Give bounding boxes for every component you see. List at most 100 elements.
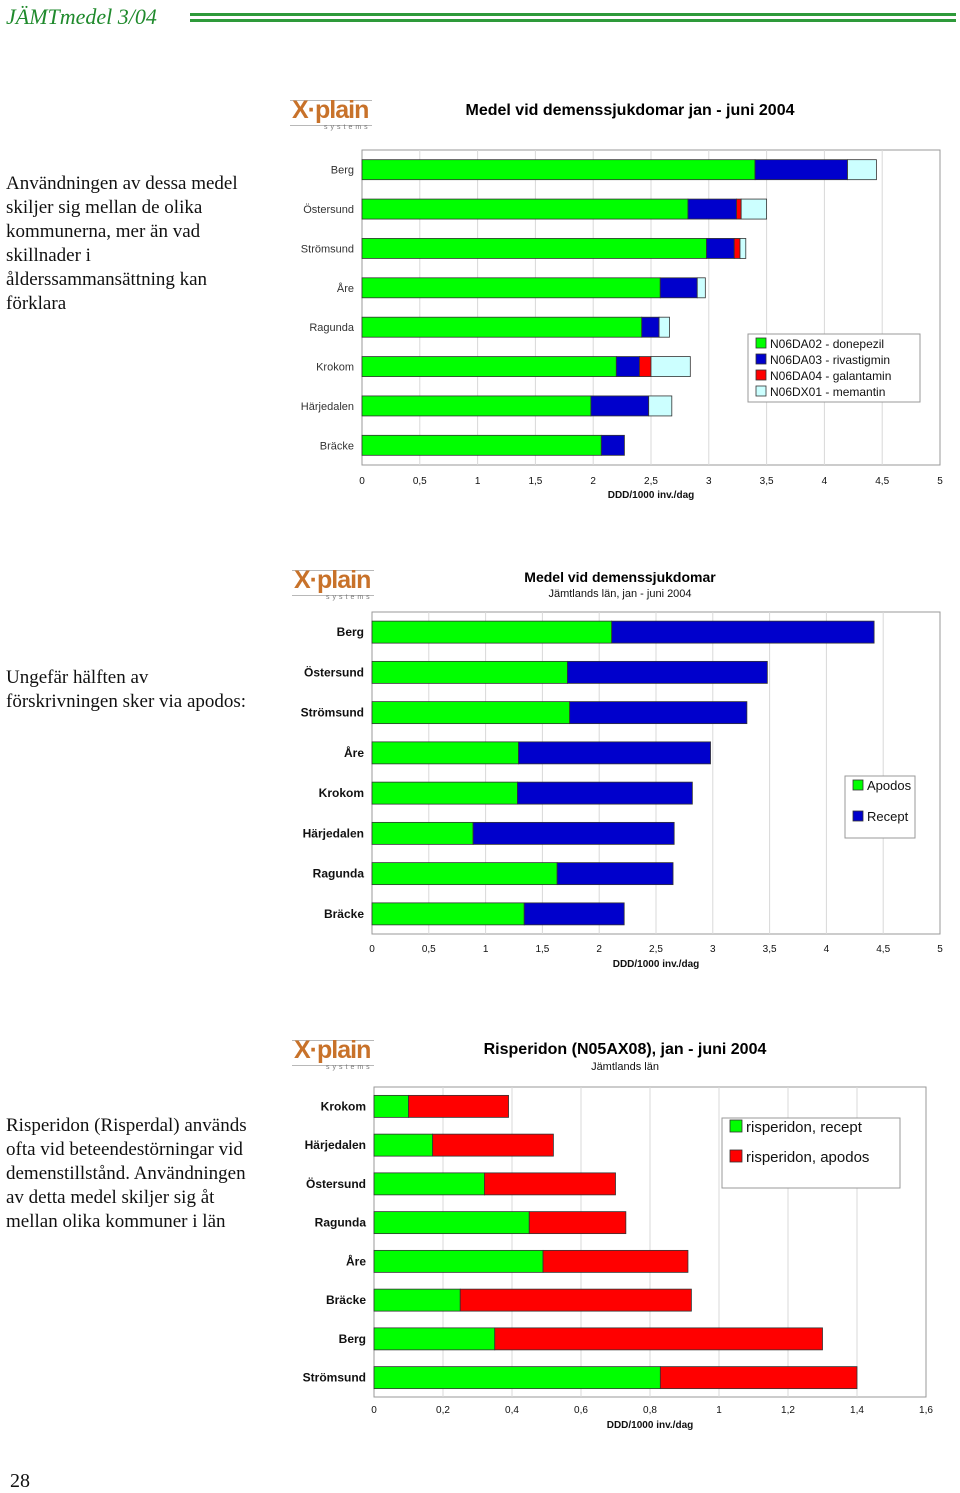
bar-segment (361, 238, 707, 259)
legend-swatch (755, 385, 767, 397)
category-label: Härjedalen (301, 401, 354, 413)
legend-swatch (729, 1119, 743, 1133)
chart2-subtitle: Jämtlands län, jan - juni 2004 (548, 588, 692, 600)
x-tick-label: 3 (710, 944, 716, 955)
bar-segment (373, 1133, 434, 1157)
category-label: Härjedalen (303, 826, 364, 840)
header-title: JÄMTmedel 3/04 (6, 4, 157, 29)
category-label: Ragunda (309, 322, 355, 334)
x-tick-label: 0,5 (413, 476, 427, 487)
bar-segment (659, 1366, 858, 1390)
page-number: 28 (10, 1470, 30, 1492)
bar-segment (590, 395, 650, 417)
category-label: Ragunda (313, 867, 365, 881)
category-label: Krokom (316, 362, 354, 374)
legend-box (747, 333, 921, 403)
category-label: Östersund (306, 1176, 366, 1191)
category-label: Strömsund (301, 243, 354, 255)
x-tick-label: 1,4 (850, 1405, 864, 1416)
bar-segment (600, 434, 625, 456)
category-label: Bräcke (326, 1293, 366, 1307)
bar-segment (373, 1327, 496, 1351)
bar-segment (706, 238, 735, 259)
paragraph-risperidon: Risperidon (Risperdal) används ofta vid … (6, 1115, 247, 1232)
legend-swatch (852, 810, 864, 822)
chart3-subtitle: Jämtlands län (591, 1061, 659, 1073)
bar-segment (472, 821, 675, 845)
bar-segment (371, 821, 474, 845)
x-tick-label: 0 (359, 476, 365, 487)
bar-segment (847, 159, 877, 181)
x-tick-label: 2,5 (649, 944, 663, 955)
bar-segment (650, 356, 691, 377)
bar-segment (648, 395, 673, 417)
legend-label: risperidon, recept (746, 1119, 863, 1136)
bar-segment (373, 1211, 530, 1235)
category-label: Åre (346, 1253, 366, 1268)
category-label: Bräcke (324, 907, 364, 921)
bar-segment (371, 781, 518, 805)
bar-segment (371, 660, 568, 684)
header-rule (190, 13, 956, 16)
x-tick-label: 4 (824, 944, 830, 955)
bar-segment (733, 238, 741, 259)
legend-label: risperidon, apodos (746, 1149, 869, 1166)
bar-segment (569, 701, 748, 725)
x-tick-label: 5 (937, 944, 943, 955)
x-tick-label: 3,5 (760, 476, 774, 487)
x-tick-label: 4,5 (876, 944, 890, 955)
bar-segment (432, 1133, 554, 1157)
category-label: Krokom (321, 1099, 366, 1113)
category-label: Strömsund (301, 706, 364, 720)
category-label: Berg (339, 1332, 366, 1346)
legend-label: N06DX01 - memantin (770, 385, 885, 399)
legend-label: N06DA03 - rivastigmin (770, 353, 890, 367)
bar-segment (361, 198, 689, 220)
legend-swatch (755, 337, 767, 349)
x-tick-label: 0,8 (643, 1405, 657, 1416)
chart-demens-apodos: 0 0,5 1 1,5 2 2,5 3 3,5 4 4,5 5 DDD/1000 inv./dag Be… (301, 611, 943, 970)
x-tick-label: 0,2 (436, 1405, 450, 1416)
bar-segment (373, 1172, 485, 1196)
chart2-title: Medel vid demenssjukdomar (524, 569, 716, 585)
x-tick-label: 0 (369, 944, 375, 955)
legend-box (721, 1117, 901, 1189)
bar-segment (696, 277, 706, 299)
bar-segment (754, 159, 848, 181)
bar-segment (371, 902, 525, 926)
bar-segment (373, 1094, 409, 1118)
bar-segment (373, 1249, 544, 1273)
x-tick-label: 0,5 (422, 944, 436, 955)
bar-segment (641, 316, 660, 338)
x-tick-label: 2 (590, 476, 596, 487)
x-tick-label: 1,6 (919, 1405, 933, 1416)
category-label: Krokom (319, 786, 364, 800)
chart1-title: Medel vid demenssjukdomar jan - juni 200… (465, 102, 795, 119)
bar-segment (373, 1366, 661, 1390)
bar-segment (371, 701, 571, 725)
header-rule (190, 19, 956, 22)
x-tick-label: 3,5 (763, 944, 777, 955)
bar-segment (361, 395, 592, 417)
legend-label: Recept (867, 809, 909, 824)
bar-segment (611, 620, 875, 644)
bar-segment (523, 902, 625, 926)
category-label: Berg (331, 165, 354, 177)
bar-segment (361, 159, 756, 181)
x-tick-label: 0,6 (574, 1405, 588, 1416)
x-axis-label: DDD/1000 inv./dag (613, 959, 700, 970)
bar-segment (639, 356, 652, 377)
bar-segment (483, 1172, 616, 1196)
x-tick-label: 1 (483, 944, 489, 955)
bar-segment (687, 198, 737, 220)
bar-segment (361, 277, 661, 299)
x-tick-label: 5 (937, 476, 943, 487)
bar-segment (556, 862, 674, 886)
legend-swatch (755, 353, 767, 365)
legend-swatch (729, 1149, 743, 1163)
bar-segment (659, 277, 698, 299)
x-tick-label: 1,5 (528, 476, 542, 487)
x-tick-label: 3 (706, 476, 712, 487)
category-label: Strömsund (303, 1371, 366, 1385)
bar-segment (566, 660, 768, 684)
